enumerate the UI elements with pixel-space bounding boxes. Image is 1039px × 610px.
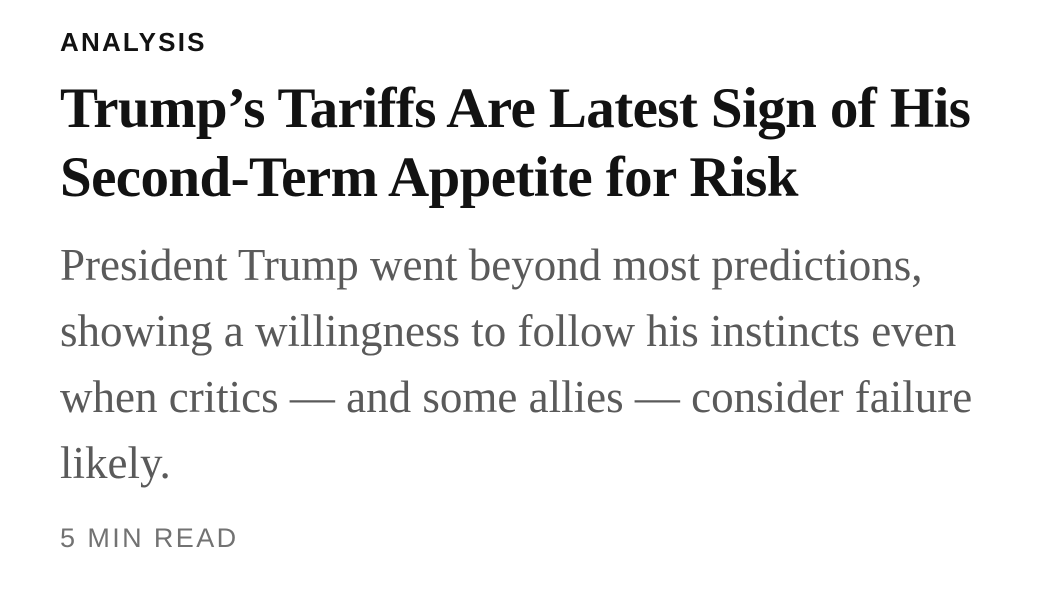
article-card[interactable]: ANALYSIS Trump’s Tariffs Are Latest Sign… (60, 24, 1010, 556)
article-kicker: ANALYSIS (60, 27, 207, 57)
article-summary: President Trump went beyond most predict… (60, 240, 973, 488)
read-time-label: 5 MIN READ (60, 523, 239, 553)
article-headline[interactable]: Trump’s Tariffs Are Latest Sign of His S… (60, 77, 971, 209)
